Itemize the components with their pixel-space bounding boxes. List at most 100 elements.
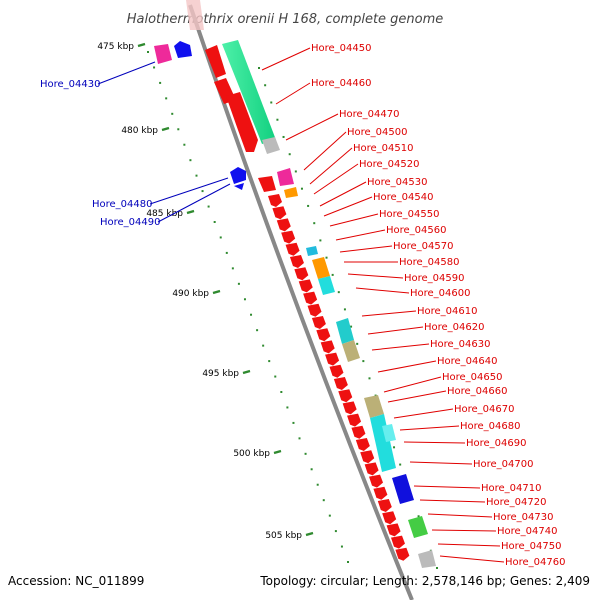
gene-green-long — [222, 40, 276, 144]
gene-label-forward[interactable]: Hore_04700 — [473, 459, 534, 470]
gene-label-forward[interactable]: Hore_04450 — [311, 43, 372, 54]
gene-label-forward[interactable]: Hore_04500 — [347, 127, 408, 138]
leader-line — [323, 196, 373, 217]
gene-arrow — [382, 511, 397, 525]
gene-arrow — [395, 547, 410, 561]
gene-label-forward[interactable]: Hore_04630 — [430, 339, 491, 350]
gene-arrow — [342, 401, 357, 415]
ruler-major-tick — [212, 289, 221, 295]
ruler-ticks — [137, 42, 314, 537]
gene-arrow — [320, 340, 335, 354]
gene-label-forward[interactable]: Hore_04540 — [373, 192, 434, 203]
gene-label-forward[interactable]: Hore_04720 — [486, 497, 547, 508]
ruler-label: 500 kbp — [233, 449, 270, 459]
gene-label-reverse[interactable]: Hore_04480 — [92, 199, 153, 210]
leader-line — [309, 147, 353, 185]
gene-label-forward[interactable]: Hore_04610 — [417, 306, 478, 317]
ruler-label: 495 kbp — [202, 369, 239, 379]
gene-khaki-block-1 — [342, 340, 360, 362]
gene-arrow — [369, 474, 384, 488]
gene-label-forward[interactable]: Hore_04640 — [437, 356, 498, 367]
gene-arrow — [364, 462, 379, 476]
reverse-genes — [154, 41, 246, 190]
gene-label-forward[interactable]: Hore_04470 — [339, 109, 400, 120]
gene-blue-left — [174, 41, 192, 58]
gene-arrow — [377, 499, 392, 512]
leader-line — [355, 287, 410, 294]
gene-label-forward[interactable]: Hore_04740 — [497, 526, 558, 537]
gene-label-forward[interactable]: Hore_04710 — [481, 483, 542, 494]
gene-label-forward[interactable]: Hore_04530 — [367, 177, 428, 188]
gene-arrow — [338, 389, 353, 403]
gene-label-forward[interactable]: Hore_04650 — [442, 372, 503, 383]
gene-arrow-3 — [226, 92, 258, 152]
gene-arrow — [347, 413, 362, 427]
gene-cyan-block-3 — [370, 414, 396, 472]
leader-line — [367, 326, 424, 335]
gene-label-reverse[interactable]: Hore_04490 — [100, 217, 161, 228]
gene-label-reverse[interactable]: Hore_04430 — [40, 79, 101, 90]
gene-arrow — [303, 291, 318, 305]
gene-label-forward[interactable]: Hore_04600 — [410, 288, 471, 299]
leader-line — [371, 343, 430, 351]
gene-label-forward[interactable]: Hore_04550 — [379, 209, 440, 220]
leader-line — [313, 163, 359, 195]
gene-arrow — [373, 486, 388, 500]
gene-arrow — [360, 450, 375, 464]
gene-label-forward[interactable]: Hore_04620 — [424, 322, 485, 333]
gene-arrow — [390, 535, 405, 549]
gene-blue-block — [392, 474, 414, 504]
gene-label-forward[interactable]: Hore_04560 — [386, 225, 447, 236]
gene-label-forward[interactable]: Hore_04590 — [404, 273, 465, 284]
gene-label-forward[interactable]: Hore_04750 — [501, 541, 562, 552]
gene-label-forward[interactable]: Hore_04460 — [311, 78, 372, 89]
leader-line — [399, 425, 460, 431]
ruler-label: 475 kbp — [97, 42, 134, 52]
gene-arrow — [311, 316, 326, 329]
gene-arrow-4 — [258, 176, 276, 192]
gene-label-forward[interactable]: Hore_04510 — [353, 143, 414, 154]
leader-line — [335, 229, 386, 241]
leader-line — [387, 390, 447, 403]
leader-line — [439, 555, 505, 563]
gene-orange-small — [284, 187, 298, 198]
leader-line — [403, 441, 466, 444]
gene-label-forward[interactable]: Hore_04670 — [454, 404, 515, 415]
leader-line — [419, 499, 486, 503]
gene-arrow — [325, 352, 340, 366]
gene-gray-block — [418, 550, 436, 568]
gene-cyan-block-2 — [336, 318, 354, 344]
gene-label-forward[interactable]: Hore_04690 — [466, 438, 527, 449]
leader-line-reverse — [149, 177, 229, 205]
gene-label-forward[interactable]: Hore_04570 — [393, 241, 454, 252]
leader-line — [431, 529, 497, 532]
inner-dots — [147, 51, 438, 569]
gene-arrow — [316, 328, 331, 342]
gene-label-forward[interactable]: Hore_04680 — [460, 421, 521, 432]
gene-label-forward[interactable]: Hore_04520 — [359, 159, 420, 170]
leader-line — [319, 181, 367, 207]
gene-label-forward[interactable]: Hore_04660 — [447, 386, 508, 397]
gene-label-forward[interactable]: Hore_04760 — [505, 557, 566, 568]
gene-arrow — [329, 364, 344, 378]
label-leader-lines — [261, 47, 505, 563]
reverse-gene-labels: Hore_04430 Hore_04480 Hore_04490 — [40, 61, 231, 228]
leader-line — [393, 408, 454, 419]
leader-line — [361, 310, 417, 317]
leader-line — [339, 245, 393, 253]
leader-line-reverse — [97, 61, 156, 85]
gene-label-forward[interactable]: Hore_04580 — [399, 257, 460, 268]
leader-line — [409, 461, 473, 465]
ruler-label: 490 kbp — [172, 289, 209, 299]
leader-line — [329, 213, 379, 227]
gene-cyan-block-1 — [318, 276, 335, 295]
gene-arrow — [351, 425, 366, 439]
topology-text: Topology: circular; Length: 2,578,146 bp… — [259, 574, 590, 588]
gene-arrow — [386, 523, 401, 537]
gene-magenta-mid — [277, 168, 294, 186]
gene-label-forward[interactable]: Hore_04730 — [493, 512, 554, 523]
gene-arrow — [276, 218, 291, 232]
ruler-major-tick — [242, 369, 251, 375]
